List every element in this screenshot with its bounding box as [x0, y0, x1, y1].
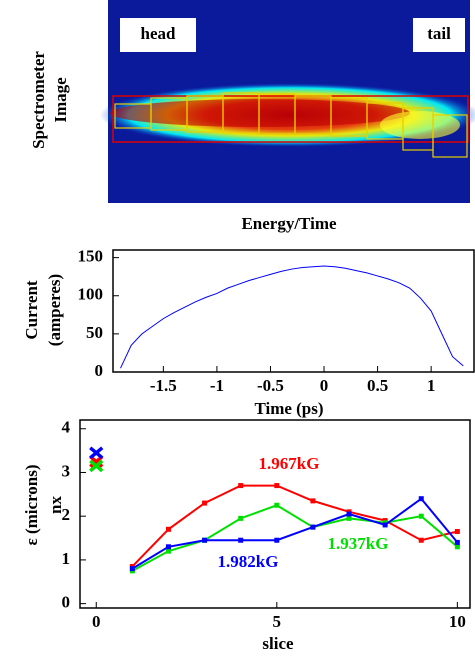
y-tick-label: 0	[62, 593, 71, 612]
y-tick-label: 3	[62, 461, 71, 480]
y-axis-label: Spectrometer	[29, 51, 48, 149]
x-tick-label: 0	[320, 376, 329, 395]
plot-frame	[112, 249, 475, 373]
point-marker	[310, 498, 316, 504]
x-tick-label: -0.5	[257, 376, 284, 395]
series-line	[131, 497, 459, 570]
x-tick-label: 0	[92, 612, 101, 631]
point-marker	[454, 539, 460, 545]
point-marker	[382, 522, 388, 528]
plot-frame	[79, 419, 471, 609]
x-tick-label: 1	[427, 376, 436, 395]
y-axis-label: ε (microns)	[22, 464, 41, 545]
series-line	[120, 265, 464, 369]
point-marker	[346, 511, 352, 517]
series-line	[131, 484, 458, 568]
point-marker	[274, 483, 280, 489]
series-label: 1.937kG	[328, 534, 389, 553]
series-line	[131, 504, 459, 572]
point-marker	[454, 528, 460, 534]
y-axis-label: Image	[51, 77, 70, 123]
y-tick-label: 4	[62, 418, 71, 437]
point-marker	[165, 548, 171, 554]
x-tick-label: 10	[449, 612, 466, 631]
point-marker	[346, 515, 352, 521]
x-axis-label: slice	[262, 634, 294, 653]
series-label: 1.982kG	[218, 552, 279, 571]
point-marker	[165, 526, 171, 532]
y-tick-label: 1	[62, 549, 71, 568]
x-tick-label: -1.5	[150, 376, 177, 395]
y-tick-label: 0	[95, 361, 104, 380]
y-axis-label: (amperes)	[45, 274, 64, 346]
annotation: tail	[427, 24, 451, 43]
point-marker	[418, 513, 424, 519]
point-marker	[202, 537, 208, 543]
y-tick-label: 150	[78, 247, 104, 266]
point-marker	[418, 496, 424, 502]
x-axis-label: Time (ps)	[254, 399, 323, 418]
point-marker	[274, 502, 280, 508]
cross-marker	[89, 459, 104, 473]
spectrometer-image	[100, 0, 475, 203]
series-label: 1.967kG	[259, 454, 320, 473]
cross-marker	[89, 446, 104, 460]
point-marker	[310, 524, 316, 530]
point-marker	[165, 544, 171, 550]
y-tick-label: 100	[78, 285, 104, 304]
point-marker	[274, 537, 280, 543]
point-marker	[202, 500, 208, 506]
point-marker	[238, 537, 244, 543]
y-tick-label: 50	[86, 323, 103, 342]
x-tick-label: -1	[210, 376, 224, 395]
x-tick-label: 0.5	[367, 376, 388, 395]
y-axis-label: Current	[22, 280, 41, 340]
y-axis-label: nx	[46, 496, 65, 514]
annotation: head	[141, 24, 177, 43]
point-marker	[129, 566, 135, 572]
point-marker	[238, 483, 244, 489]
x-tick-label: 5	[273, 612, 282, 631]
x-axis-label: Energy/Time	[241, 214, 337, 233]
point-marker	[418, 537, 424, 543]
point-marker	[238, 515, 244, 521]
y-tick-label: 2	[62, 505, 71, 524]
point-marker	[454, 544, 460, 550]
